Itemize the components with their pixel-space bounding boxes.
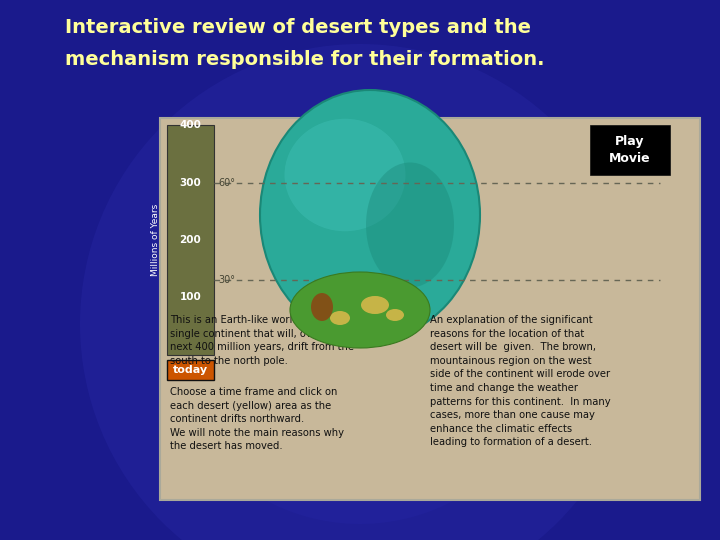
Bar: [167, 125, 214, 355]
Text: 400: 400: [179, 120, 202, 130]
Text: Choose a time frame and click on
each desert (yellow) area as the
continent drif: Choose a time frame and click on each de…: [170, 387, 344, 451]
Circle shape: [160, 124, 560, 524]
Circle shape: [80, 44, 640, 540]
Ellipse shape: [386, 309, 404, 321]
Ellipse shape: [311, 293, 333, 321]
Text: today: today: [173, 365, 208, 375]
Ellipse shape: [361, 296, 389, 314]
Text: An explanation of the significant
reasons for the location of that
desert will b: An explanation of the significant reason…: [430, 315, 611, 448]
Text: Millions of Years: Millions of Years: [150, 204, 160, 276]
Bar: [590, 125, 670, 175]
Text: 30°: 30°: [218, 275, 235, 285]
Ellipse shape: [366, 163, 454, 287]
Ellipse shape: [260, 90, 480, 340]
Text: This is an Earth-like world with a
single continent that will, over the
next 400: This is an Earth-like world with a singl…: [170, 315, 354, 366]
Text: 60°: 60°: [218, 178, 235, 187]
Text: Interactive review of desert types and the: Interactive review of desert types and t…: [65, 18, 531, 37]
Text: mechanism responsible for their formation.: mechanism responsible for their formatio…: [65, 50, 544, 69]
Text: Play
Movie: Play Movie: [609, 135, 651, 165]
Ellipse shape: [330, 311, 350, 325]
Ellipse shape: [284, 119, 405, 231]
Bar: [160, 118, 700, 500]
Text: 200: 200: [179, 235, 202, 245]
Text: 100: 100: [179, 293, 202, 302]
Text: 300: 300: [179, 178, 202, 187]
Circle shape: [230, 194, 490, 454]
Bar: [167, 360, 214, 380]
Ellipse shape: [290, 272, 430, 348]
